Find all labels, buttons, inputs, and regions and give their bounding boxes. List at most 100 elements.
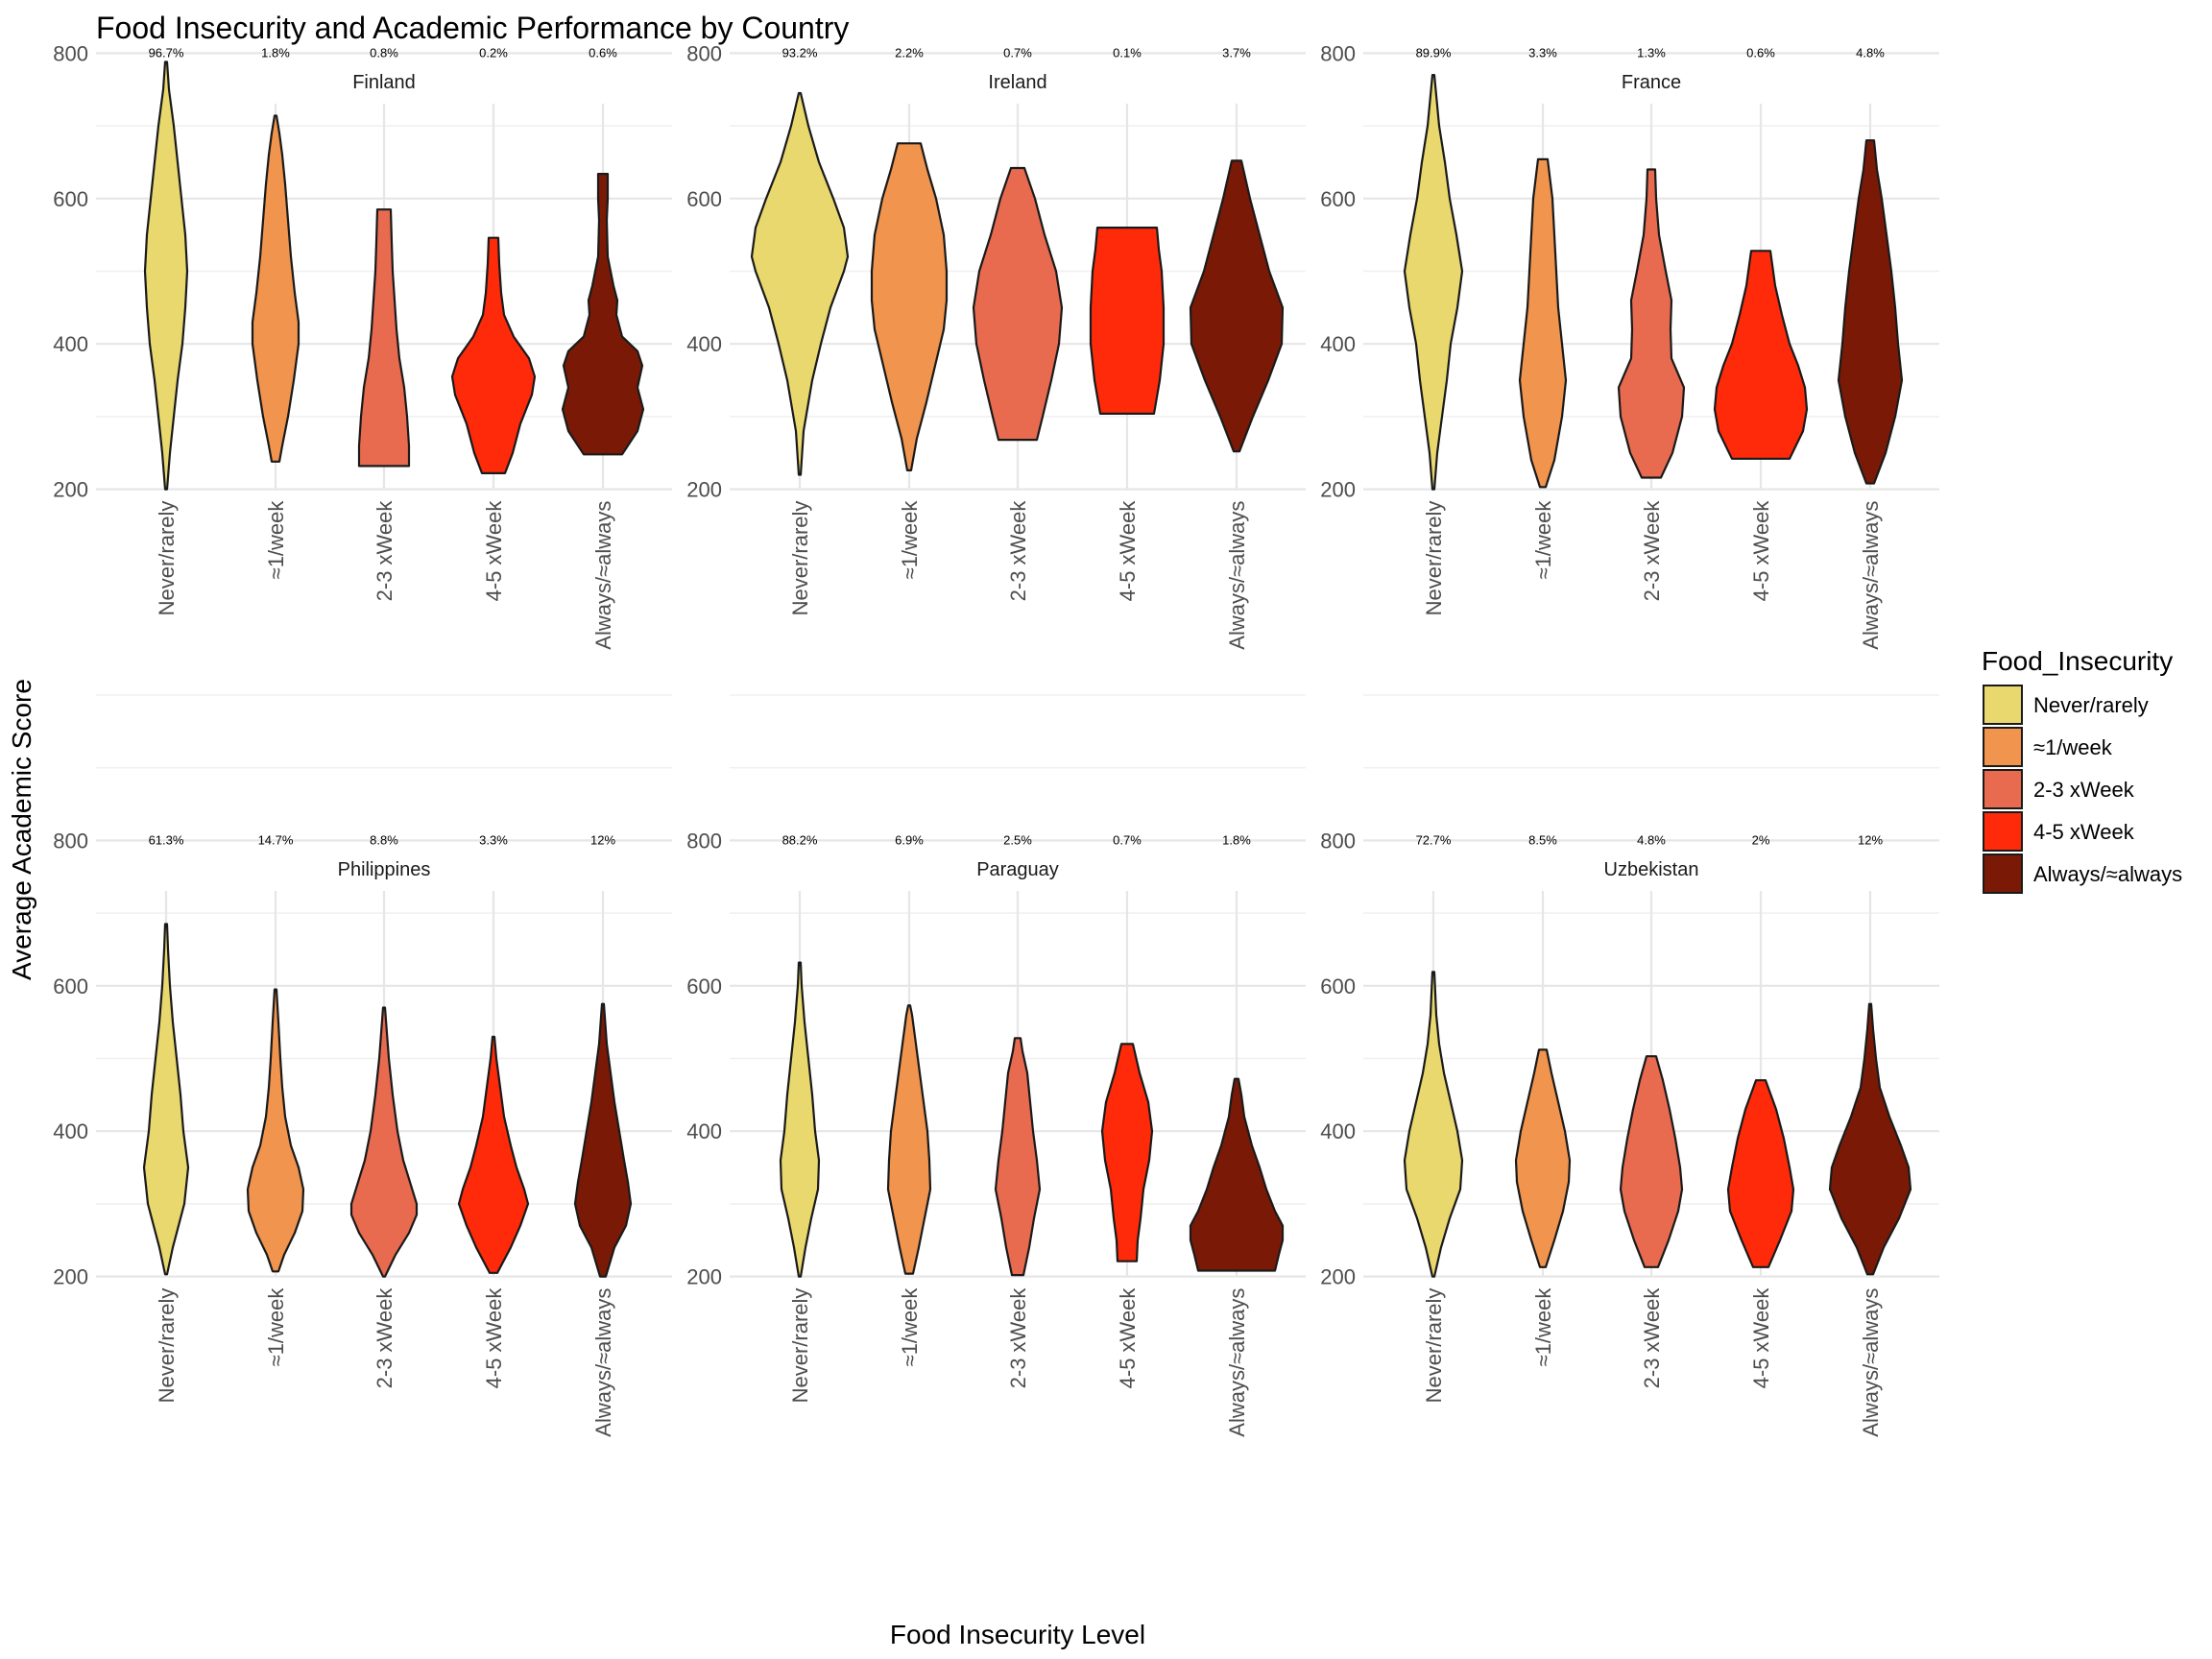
legend-key <box>1983 811 2023 852</box>
y-tick-label: 200 <box>686 1265 722 1289</box>
x-tick-label: Always/≈always <box>591 1288 615 1437</box>
x-tick-label: 2-3 xWeek <box>1006 500 1030 602</box>
panel-ireland: Ireland 200 400 600 800 93.2% Never/rarely 2.2%… <box>686 41 1306 650</box>
y-tick-label: 200 <box>53 1265 88 1289</box>
panel-finland: Finland 200 400 600 800 96.7% Never/rarely 1.8%… <box>53 41 672 650</box>
percentage-label: 88.2% <box>782 832 818 847</box>
x-tick-label: ≈1/week <box>1531 1287 1555 1367</box>
x-tick-label: 4-5 xWeek <box>1749 1287 1773 1389</box>
percentage-label: 0.1% <box>1113 45 1142 60</box>
violin-2 <box>1518 157 1568 489</box>
violin-2 <box>251 114 301 463</box>
percentage-label: 0.8% <box>370 45 398 60</box>
x-tick-label: Always/≈always <box>1225 1288 1249 1437</box>
legend-key <box>1983 769 2023 809</box>
x-tick-label: ≈1/week <box>898 1287 922 1367</box>
facet-panels: Finland 200 400 600 800 96.7% Never/rarely 1.8%… <box>53 41 1939 1437</box>
percentage-label: 1.3% <box>1637 45 1666 60</box>
y-tick-label: 200 <box>686 478 722 502</box>
legend-label: Never/rarely <box>2033 693 2149 717</box>
percentage-label: 89.9% <box>1416 45 1452 60</box>
x-tick-label: Never/rarely <box>155 1288 179 1404</box>
percentage-label: 1.8% <box>261 45 290 60</box>
x-tick-label: 4-5 xWeek <box>482 1287 506 1389</box>
y-tick-label: 800 <box>686 41 722 65</box>
violin-5 <box>1189 159 1285 453</box>
legend-label: 4-5 xWeek <box>2033 820 2135 844</box>
x-axis-title: Food Insecurity Level <box>890 1620 1145 1649</box>
violin-4 <box>1713 250 1809 460</box>
x-tick-label: 2-3 xWeek <box>1006 1287 1030 1389</box>
x-tick-label: Always/≈always <box>1859 1288 1883 1437</box>
y-tick-label: 800 <box>1320 829 1356 853</box>
percentage-label: 2.5% <box>1003 832 1032 847</box>
y-tick-label: 800 <box>1320 41 1356 65</box>
legend: Food_Insecurity Never/rarely ≈1/week 2-3 x… <box>1982 646 2182 894</box>
violin-1 <box>143 60 189 491</box>
chart-title: Food Insecurity and Academic Performance… <box>96 11 849 45</box>
x-tick-label: Always/≈always <box>591 501 615 650</box>
violin-3 <box>1617 168 1686 479</box>
y-tick-label: 600 <box>53 187 88 211</box>
panel-uzbekistan: Uzbekistan 200 400 600 800 72.7% Never/rarely 8… <box>1320 694 1939 1437</box>
violin-1 <box>1403 74 1464 491</box>
violin-4 <box>450 236 537 474</box>
panel-france: France 200 400 600 800 89.9% Never/rarely 3.3% ≈… <box>1320 41 1939 650</box>
percentage-label: 0.7% <box>1113 832 1142 847</box>
violin-3 <box>994 1037 1042 1277</box>
violin-5 <box>1828 1002 1912 1276</box>
y-tick-label: 400 <box>686 332 722 356</box>
y-tick-label: 400 <box>686 1119 722 1143</box>
y-tick-label: 600 <box>1320 187 1356 211</box>
violin-4 <box>1089 227 1166 415</box>
x-tick-label: Never/rarely <box>788 501 812 616</box>
x-tick-label: ≈1/week <box>898 500 922 580</box>
legend-label: 2-3 xWeek <box>2033 778 2135 802</box>
x-tick-label: 2-3 xWeek <box>1640 1287 1664 1389</box>
violin-3 <box>349 1006 419 1278</box>
violin-5 <box>1837 139 1904 485</box>
y-tick-label: 800 <box>53 829 88 853</box>
violin-3 <box>972 166 1064 442</box>
percentage-label: 8.5% <box>1528 832 1557 847</box>
percentage-label: 0.7% <box>1003 45 1032 60</box>
y-tick-label: 600 <box>53 974 88 998</box>
panel-philippines: Philippines 200 400 600 800 61.3% Never/rarely… <box>53 694 672 1437</box>
percentage-label: 0.6% <box>1746 45 1775 60</box>
percentage-label: 8.8% <box>370 832 398 847</box>
violin-3 <box>357 208 411 468</box>
violin-2 <box>246 988 305 1273</box>
percentage-label: 14.7% <box>258 832 294 847</box>
x-tick-label: Never/rarely <box>155 501 179 616</box>
percentage-label: 6.9% <box>895 832 924 847</box>
legend-key <box>1983 854 2023 894</box>
y-tick-label: 200 <box>1320 1265 1356 1289</box>
legend-key <box>1983 727 2023 767</box>
violin-5 <box>561 173 645 456</box>
violin-5 <box>573 1002 633 1278</box>
x-tick-label: 4-5 xWeek <box>1116 1287 1140 1389</box>
percentage-label: 3.3% <box>1528 45 1557 60</box>
percentage-label: 12% <box>1858 832 1883 847</box>
percentage-label: 0.6% <box>589 45 617 60</box>
violin-4 <box>1100 1043 1154 1262</box>
percentage-label: 4.8% <box>1856 45 1885 60</box>
percentage-label: 96.7% <box>149 45 184 60</box>
x-tick-label: 2-3 xWeek <box>373 500 397 602</box>
x-tick-label: 4-5 xWeek <box>1116 500 1140 602</box>
percentage-label: 0.2% <box>479 45 508 60</box>
percentage-label: 3.7% <box>1222 45 1251 60</box>
violin-1 <box>779 961 821 1278</box>
y-tick-label: 200 <box>1320 478 1356 502</box>
x-tick-label: 2-3 xWeek <box>373 1287 397 1389</box>
y-tick-label: 200 <box>53 478 88 502</box>
x-tick-label: 4-5 xWeek <box>1749 500 1773 602</box>
panel-strip-label: Finland <box>352 72 416 93</box>
violin-4 <box>457 1035 530 1274</box>
legend-title: Food_Insecurity <box>1982 646 2173 676</box>
y-tick-label: 600 <box>1320 974 1356 998</box>
x-tick-label: Always/≈always <box>1859 501 1883 650</box>
violin-2 <box>886 1004 932 1275</box>
percentage-label: 61.3% <box>149 832 184 847</box>
